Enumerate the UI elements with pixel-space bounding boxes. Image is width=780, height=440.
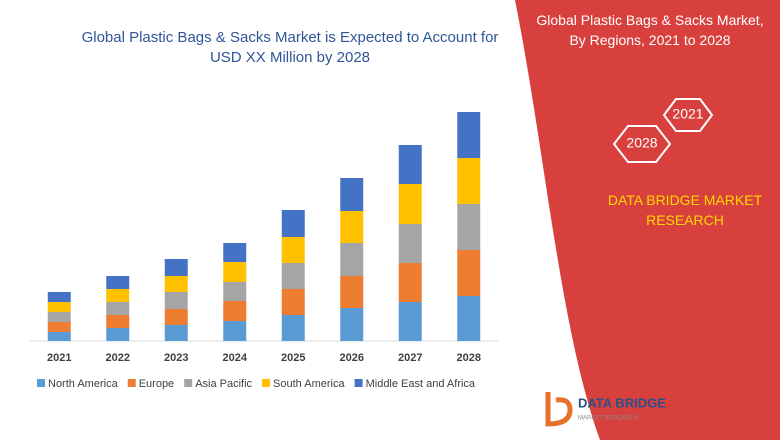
bar-segment bbox=[47, 332, 71, 341]
bar-segment bbox=[281, 263, 305, 289]
bar-segment bbox=[457, 296, 481, 341]
bar-segment bbox=[47, 292, 71, 302]
bar-segment bbox=[106, 276, 130, 289]
bar-segment bbox=[164, 276, 188, 292]
bar-segment bbox=[457, 204, 481, 250]
x-tick-label: 2023 bbox=[164, 352, 188, 364]
legend-swatch bbox=[184, 379, 193, 387]
bar-segment bbox=[164, 309, 188, 325]
legend-swatch bbox=[262, 379, 271, 387]
bar-segment bbox=[281, 315, 305, 341]
bar-segment bbox=[164, 325, 188, 341]
bar-segment bbox=[398, 302, 422, 341]
x-tick-label: 2022 bbox=[106, 352, 130, 364]
bar-segment bbox=[340, 243, 364, 276]
legend-label: Middle East and Africa bbox=[366, 378, 476, 390]
legend-swatch bbox=[37, 379, 45, 387]
bar-segment bbox=[340, 276, 364, 308]
legend-label: Asia Pacific bbox=[195, 378, 252, 390]
red-panel bbox=[515, 0, 780, 440]
bar-segment bbox=[340, 178, 364, 211]
bar-segment bbox=[164, 259, 188, 276]
bar-segment bbox=[223, 321, 247, 341]
bar-segment bbox=[106, 302, 130, 315]
bar-segment bbox=[106, 315, 130, 328]
bar-segment bbox=[457, 158, 481, 204]
panel-title: Global Plastic Bags & Sacks Market, By R… bbox=[536, 12, 764, 48]
bar-segment bbox=[457, 250, 481, 296]
chart-title: Global Plastic Bags & Sacks Market is Ex… bbox=[81, 29, 499, 66]
bar-segment bbox=[340, 308, 364, 341]
year-label: 2028 bbox=[626, 135, 657, 151]
bar-segment bbox=[281, 237, 305, 263]
hexagon bbox=[662, 98, 714, 132]
bar-segment bbox=[340, 211, 364, 243]
legend-swatch bbox=[354, 379, 363, 387]
bar-segment bbox=[106, 289, 130, 302]
bar-segment bbox=[398, 224, 422, 263]
x-tick-label: 2027 bbox=[398, 352, 422, 364]
bar-segment bbox=[47, 322, 71, 332]
hexagon bbox=[612, 125, 672, 163]
bar-segment bbox=[106, 328, 130, 341]
legend-label: South America bbox=[273, 378, 345, 390]
legend-swatch bbox=[127, 379, 136, 387]
bar-segment bbox=[47, 312, 71, 322]
x-tick-label: 2021 bbox=[47, 352, 71, 364]
bar-segment bbox=[398, 145, 422, 184]
bar-segment bbox=[398, 263, 422, 302]
bar-segment bbox=[457, 112, 481, 158]
legend-label: Europe bbox=[139, 378, 174, 390]
bar-segment bbox=[223, 243, 247, 262]
bar-segment bbox=[164, 292, 188, 309]
x-tick-label: 2024 bbox=[223, 352, 248, 364]
x-tick-label: 2026 bbox=[340, 352, 364, 364]
bar-segment bbox=[223, 301, 247, 321]
bar-segment bbox=[281, 289, 305, 315]
x-tick-label: 2028 bbox=[457, 352, 481, 364]
bar-segment bbox=[223, 262, 247, 282]
legend-label: North America bbox=[48, 378, 119, 390]
logo-subtext: MARKET RESEARCH bbox=[578, 416, 638, 422]
bar-segment bbox=[223, 282, 247, 301]
bar-segment bbox=[398, 184, 422, 224]
logo-text: DATA BRIDGE bbox=[578, 395, 666, 410]
bar-segment bbox=[281, 210, 305, 237]
year-label: 2021 bbox=[672, 106, 703, 122]
bar-segment bbox=[47, 302, 71, 312]
logo-icon bbox=[545, 392, 573, 427]
brand: DATA BRIDGE MARKET RESEARCH bbox=[607, 192, 763, 228]
x-tick-label: 2025 bbox=[281, 352, 305, 364]
